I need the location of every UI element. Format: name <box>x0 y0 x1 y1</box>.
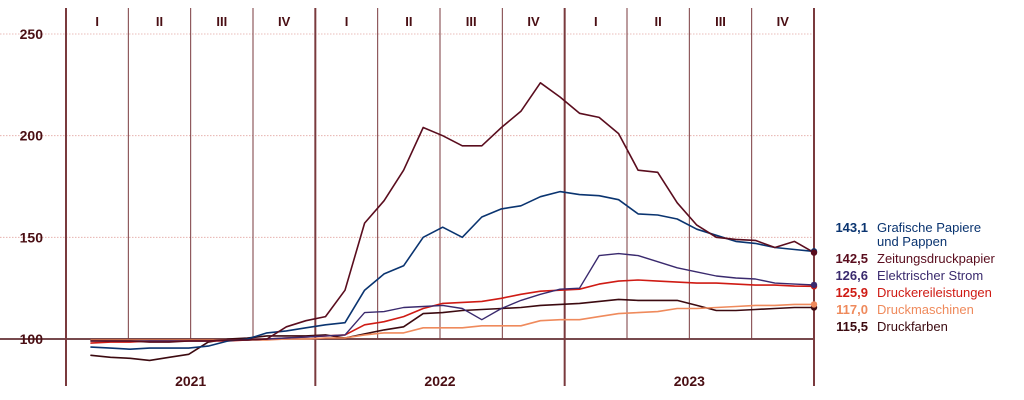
legend-value: 115,5 <box>836 319 868 334</box>
year-label-2022: 2022 <box>424 373 455 389</box>
legend-value: 125,9 <box>835 285 868 300</box>
year-label-2023: 2023 <box>674 373 705 389</box>
legend-value: 117,0 <box>836 302 868 317</box>
series-endpoint-zeitungsdruckpapier <box>810 249 818 256</box>
quarter-label: III <box>715 14 726 29</box>
y-tick-label-200: 200 <box>20 128 44 144</box>
series-line-druckmaschinen <box>90 303 815 341</box>
quarter-label: II <box>655 14 662 29</box>
legend-value: 126,6 <box>835 268 868 283</box>
series-line-grafische-papiere-und-pappen <box>90 190 815 351</box>
quarter-labels: I II III IV I II III IV I II III IV <box>95 14 789 29</box>
series-endpoints <box>810 248 818 311</box>
quarter-label: III <box>466 14 477 29</box>
quarter-label: IV <box>777 14 790 29</box>
year-labels: 2021 2022 2023 <box>175 373 705 389</box>
legend-value: 143,1 <box>835 220 868 235</box>
series-line-zeitungsdruckpapier <box>90 82 815 343</box>
legend-label: Elektrischer Strom <box>877 268 983 283</box>
legend-label: Druckfarben <box>877 319 948 334</box>
quarter-label: I <box>594 14 598 29</box>
y-tick-label-250: 250 <box>20 26 44 42</box>
series-endpoint-elektrischer-strom <box>810 281 818 289</box>
legend-label: Grafische Papiere <box>877 220 981 235</box>
year-label-2021: 2021 <box>175 373 206 389</box>
legend-label: Zeitungsdruckpapier <box>877 251 995 266</box>
horizontal-gridlines <box>0 33 814 340</box>
quarter-label: IV <box>278 14 291 29</box>
quarter-label: IV <box>527 14 540 29</box>
legend-value: 142,5 <box>835 251 868 266</box>
series-endpoint-druckmaschinen <box>810 301 818 308</box>
series-lines <box>90 82 815 362</box>
y-tick-label-150: 150 <box>20 229 44 245</box>
y-tick-label-100: 100 <box>20 331 44 347</box>
legend-label: Druckereileistungen <box>877 285 992 300</box>
quarter-label: I <box>345 14 349 29</box>
quarter-label: II <box>156 14 163 29</box>
quarter-label: III <box>216 14 227 29</box>
legend-label: Druckmaschinen <box>877 302 974 317</box>
vertical-gridlines <box>65 8 815 386</box>
legend-label: und Pappen <box>877 234 947 249</box>
quarter-label: I <box>95 14 99 29</box>
y-axis-tick-labels: 100 150 200 250 <box>20 26 44 347</box>
quarter-label: II <box>405 14 412 29</box>
